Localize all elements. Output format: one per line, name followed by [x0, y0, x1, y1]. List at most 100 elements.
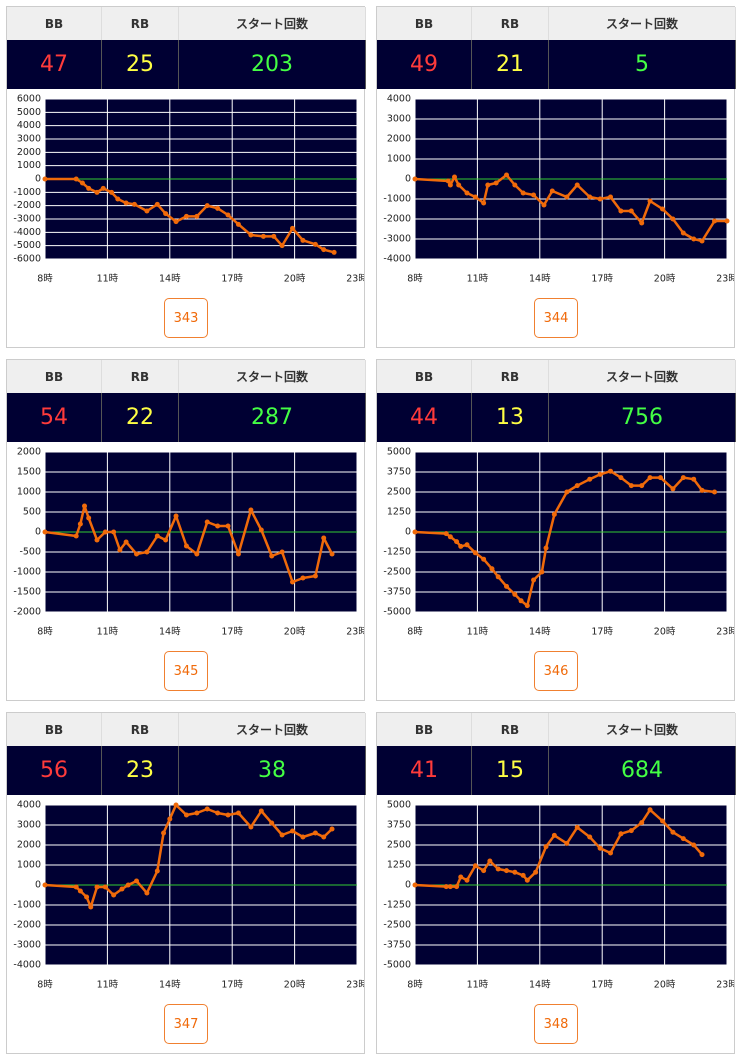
data-point: [279, 549, 285, 555]
header-cell: スタート回数: [179, 7, 366, 40]
data-point: [225, 812, 231, 818]
data-point: [464, 190, 470, 196]
header-cell: RB: [102, 7, 179, 40]
stat-value: 25: [102, 40, 179, 89]
data-point: [123, 539, 129, 545]
data-point: [100, 185, 106, 191]
y-tick-label: -1250: [383, 900, 411, 911]
data-point: [312, 573, 318, 579]
machine-button[interactable]: 346: [534, 651, 578, 691]
y-tick-label: 0: [35, 527, 41, 538]
data-point: [86, 185, 92, 191]
data-point: [412, 529, 418, 535]
y-tick-label: -1000: [13, 187, 41, 198]
machine-button[interactable]: 343: [164, 298, 208, 338]
data-point: [495, 866, 501, 872]
slot-panel: BB 44 RB 13 スタート回数 756 346 8時 11時 14時 17時 20時 23時 -50…: [376, 359, 736, 701]
stat-value: 756: [549, 393, 736, 442]
data-point: [564, 194, 570, 200]
y-tick-label: -1000: [13, 900, 41, 911]
y-tick-label: 3750: [387, 820, 411, 831]
data-point: [271, 233, 277, 239]
y-tick-label: -3750: [383, 940, 411, 951]
data-point: [167, 816, 173, 822]
x-tick-label: 20時: [284, 980, 306, 991]
data-point: [290, 225, 296, 231]
machine-button[interactable]: 348: [534, 1004, 578, 1044]
data-point: [235, 221, 241, 227]
y-tick-label: -1000: [13, 567, 41, 578]
data-point: [657, 475, 663, 481]
data-point: [487, 858, 493, 864]
data-point: [194, 551, 200, 557]
stat-value: 54: [7, 393, 102, 442]
data-point: [541, 202, 547, 208]
machine-button[interactable]: 344: [534, 298, 578, 338]
data-point: [102, 884, 108, 890]
header-cell: BB: [377, 7, 472, 40]
y-tick-label: -4000: [13, 960, 41, 971]
x-tick-label: 20時: [654, 274, 676, 285]
data-point: [458, 874, 464, 880]
data-line: [44, 504, 334, 584]
slot-panel: BB 54 RB 22 スタート回数 287 345 8時 11時 14時 17時 20時 23時 -20…: [6, 359, 366, 701]
data-point: [680, 230, 686, 236]
data-point: [628, 828, 634, 834]
data-point: [691, 842, 697, 848]
data-point: [574, 824, 580, 830]
data-point: [639, 220, 645, 226]
stat-value: 15: [472, 746, 549, 795]
data-point: [464, 877, 470, 883]
machine-button[interactable]: 347: [164, 1004, 208, 1044]
header-cell: RB: [102, 713, 179, 746]
data-point: [543, 545, 549, 551]
y-tick-label: -500: [19, 547, 41, 558]
header-cell: BB: [7, 713, 102, 746]
x-tick-label: 8時: [407, 274, 423, 285]
data-point: [279, 243, 285, 249]
data-point: [680, 475, 686, 481]
data-point: [618, 831, 624, 837]
data-point: [204, 203, 210, 209]
x-tick-label: 8時: [407, 627, 423, 638]
y-tick-label: 0: [405, 527, 411, 538]
data-point: [144, 549, 150, 555]
stat-value: 203: [179, 40, 366, 89]
data-point: [290, 579, 296, 585]
data-point: [163, 537, 169, 543]
data-point: [639, 820, 645, 826]
data-point: [225, 523, 231, 529]
y-tick-label: 4000: [17, 800, 41, 811]
y-tick-label: 0: [405, 174, 411, 185]
stat-value: 23: [102, 746, 179, 795]
data-point: [144, 208, 150, 214]
data-point: [564, 840, 570, 846]
y-tick-label: 5000: [387, 447, 411, 458]
data-point: [618, 475, 624, 481]
data-point: [512, 591, 518, 597]
data-point: [504, 583, 510, 589]
data-point: [134, 551, 140, 557]
data-point: [215, 523, 221, 529]
x-tick-label: 8時: [37, 980, 53, 991]
chart: 8時 11時 14時 17時 20時 23時 -4000 -3000 -2000 -1000 0 10…: [383, 94, 734, 285]
data-point: [258, 527, 264, 533]
x-tick-label: 20時: [284, 627, 306, 638]
data-point: [724, 218, 730, 224]
machine-button[interactable]: 345: [164, 651, 208, 691]
chart: 8時 11時 14時 17時 20時 23時 -5000 -3750 -2500 -1250 0 12…: [383, 447, 734, 638]
data-point: [73, 533, 79, 539]
stat-value: 44: [377, 393, 472, 442]
x-tick-label: 17時: [591, 274, 613, 285]
y-tick-label: 5000: [387, 800, 411, 811]
data-point: [269, 553, 275, 559]
y-tick-label: 1250: [387, 507, 411, 518]
data-point: [472, 863, 478, 869]
data-point: [115, 196, 121, 202]
y-tick-label: -3000: [383, 234, 411, 245]
data-point: [670, 486, 676, 492]
data-point: [248, 232, 254, 238]
data-point: [543, 844, 549, 850]
stat-value: 13: [472, 393, 549, 442]
